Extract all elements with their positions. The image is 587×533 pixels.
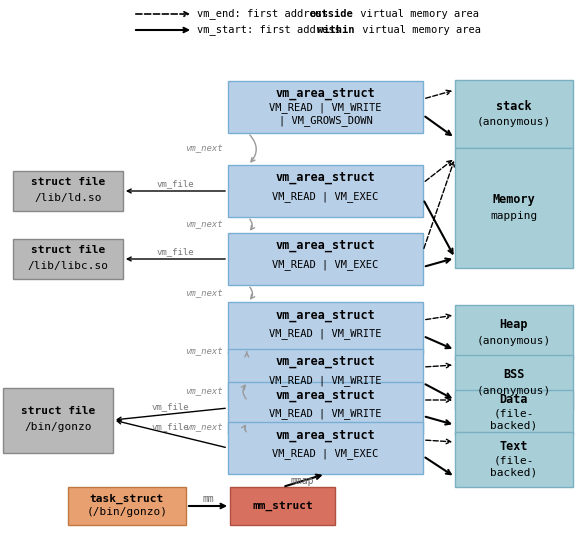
Text: vm_start: first address: vm_start: first address (197, 25, 347, 36)
Text: (/bin/gonzo): (/bin/gonzo) (86, 507, 167, 517)
Text: VM_READ | VM_WRITE: VM_READ | VM_WRITE (269, 409, 382, 419)
Text: VM_READ | VM_EXEC: VM_READ | VM_EXEC (272, 191, 379, 203)
Text: (anonymous): (anonymous) (477, 335, 551, 345)
FancyBboxPatch shape (230, 487, 335, 525)
FancyBboxPatch shape (228, 165, 423, 217)
Text: vm_area_struct: vm_area_struct (276, 87, 375, 101)
FancyBboxPatch shape (228, 81, 423, 133)
Text: vm_area_struct: vm_area_struct (276, 239, 375, 253)
Text: virtual memory area: virtual memory area (356, 25, 481, 35)
Text: vm_next: vm_next (185, 144, 223, 154)
Text: Memory: Memory (492, 193, 535, 206)
Text: /bin/gonzo: /bin/gonzo (24, 422, 92, 432)
Text: VM_READ | VM_EXEC: VM_READ | VM_EXEC (272, 449, 379, 459)
Text: struct file: struct file (31, 177, 105, 187)
Text: VM_READ | VM_WRITE: VM_READ | VM_WRITE (269, 328, 382, 340)
Text: task_struct: task_struct (90, 494, 164, 504)
FancyBboxPatch shape (455, 390, 573, 435)
Text: mm_struct: mm_struct (252, 501, 313, 511)
Text: | VM_GROWS_DOWN: | VM_GROWS_DOWN (279, 116, 372, 126)
Text: stack: stack (496, 100, 532, 112)
Text: vm_next: vm_next (185, 424, 223, 432)
Text: BSS: BSS (503, 368, 525, 381)
Text: (file-: (file- (494, 408, 534, 418)
Text: vm_next: vm_next (185, 387, 223, 396)
Text: mm: mm (202, 494, 214, 504)
Text: vm_file: vm_file (157, 179, 194, 188)
Text: vm_end: first address: vm_end: first address (197, 9, 335, 19)
Text: vm_area_struct: vm_area_struct (276, 356, 375, 368)
Text: vm_area_struct: vm_area_struct (276, 389, 375, 401)
FancyBboxPatch shape (228, 349, 423, 401)
Text: struct file: struct file (21, 406, 95, 416)
Text: vm_area_struct: vm_area_struct (276, 172, 375, 184)
Text: mmap: mmap (291, 475, 314, 486)
Text: backed): backed) (490, 421, 538, 431)
FancyBboxPatch shape (228, 233, 423, 285)
Text: (anonymous): (anonymous) (477, 385, 551, 395)
FancyBboxPatch shape (13, 239, 123, 279)
FancyBboxPatch shape (455, 355, 573, 410)
Text: (file-: (file- (494, 456, 534, 465)
Text: vm_file: vm_file (151, 402, 190, 411)
FancyBboxPatch shape (455, 305, 573, 360)
Text: virtual memory area: virtual memory area (354, 9, 479, 19)
Text: vm_area_struct: vm_area_struct (276, 429, 375, 441)
FancyBboxPatch shape (455, 148, 573, 268)
Text: /lib/ld.so: /lib/ld.so (34, 193, 102, 203)
Text: vm_next: vm_next (185, 289, 223, 298)
Text: vm_area_struct: vm_area_struct (276, 309, 375, 321)
FancyBboxPatch shape (68, 487, 186, 525)
Text: vm_file: vm_file (151, 422, 190, 431)
FancyBboxPatch shape (228, 422, 423, 474)
FancyBboxPatch shape (228, 302, 423, 354)
Text: Heap: Heap (500, 318, 528, 331)
Text: vm_file: vm_file (157, 247, 194, 256)
Text: mapping: mapping (490, 211, 538, 221)
FancyBboxPatch shape (455, 432, 573, 487)
Text: vm_next: vm_next (185, 221, 223, 230)
Text: outside: outside (310, 9, 354, 19)
Text: VM_READ | VM_EXEC: VM_READ | VM_EXEC (272, 260, 379, 270)
Text: (anonymous): (anonymous) (477, 117, 551, 127)
FancyBboxPatch shape (228, 382, 423, 434)
Text: vm_next: vm_next (185, 347, 223, 356)
Text: /lib/libc.so: /lib/libc.so (28, 261, 109, 271)
Text: VM_READ | VM_WRITE: VM_READ | VM_WRITE (269, 376, 382, 386)
Text: struct file: struct file (31, 245, 105, 255)
Text: within: within (317, 25, 355, 35)
Text: Text: Text (500, 440, 528, 453)
Text: Data: Data (500, 393, 528, 406)
Text: backed): backed) (490, 467, 538, 478)
FancyBboxPatch shape (3, 387, 113, 453)
FancyBboxPatch shape (455, 80, 573, 148)
FancyBboxPatch shape (13, 171, 123, 211)
Text: VM_READ | VM_WRITE: VM_READ | VM_WRITE (269, 102, 382, 114)
